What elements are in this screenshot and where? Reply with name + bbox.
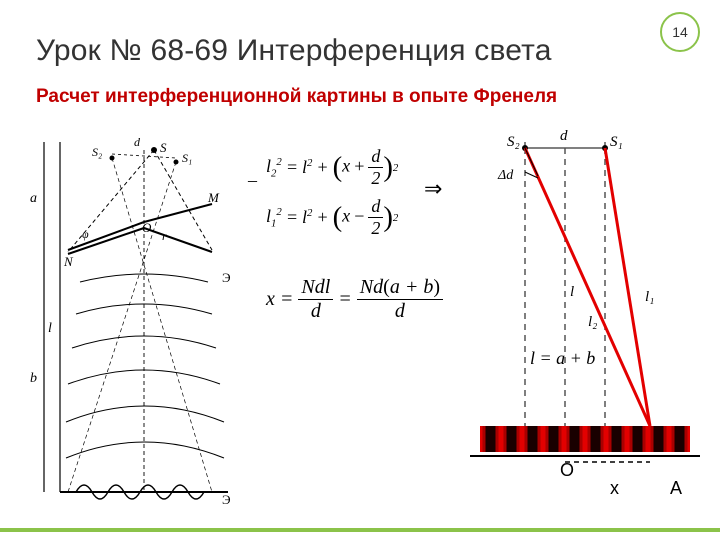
footer-rule — [0, 528, 720, 532]
svg-text:A: A — [670, 478, 682, 498]
svg-text:О: О — [560, 460, 574, 480]
svg-text:r: r — [162, 229, 167, 243]
svg-text:l: l — [48, 321, 52, 336]
svg-text:S: S — [160, 140, 167, 155]
svg-text:l: l — [570, 284, 574, 300]
page-title: Урок № 68-69 Интерференция света — [36, 34, 552, 68]
equation-l2: l22 = l2 + ( x+d2 )2 — [266, 146, 398, 189]
right-diagram: S₂ S₁ d l Δd l₁ l₂ О x A — [470, 126, 700, 506]
svg-text:l₂: l₂ — [588, 314, 597, 330]
equation-lab: l = a + b — [530, 348, 595, 369]
content-area: – l22 = l2 + ( x+d2 )2 l12 = l2 + ( x−d2… — [0, 126, 720, 520]
svg-text:M: M — [207, 190, 220, 205]
svg-text:Э: Э — [222, 492, 231, 507]
svg-text:x: x — [610, 478, 619, 498]
svg-text:d: d — [134, 135, 141, 149]
equation-minus: – — [248, 170, 257, 191]
svg-text:S₁: S₁ — [610, 134, 623, 150]
svg-text:φ: φ — [82, 227, 89, 241]
svg-text:a: a — [30, 191, 37, 206]
svg-text:l₁: l₁ — [645, 289, 654, 305]
svg-text:d: d — [560, 128, 568, 144]
equation-l1: l12 = l2 + ( x−d2 )2 — [266, 196, 398, 239]
page-number: 14 — [672, 24, 688, 40]
page-subtitle: Расчет интерференционной картины в опыте… — [36, 86, 557, 108]
svg-text:Δd: Δd — [497, 168, 514, 183]
equation-x: x= Ndld = Nd(a + b)d — [266, 276, 443, 323]
svg-text:S₂: S₂ — [92, 145, 102, 159]
page-number-badge: 14 — [660, 12, 700, 52]
svg-text:N: N — [63, 254, 74, 269]
left-diagram: a b l S S₂ S₁ d O N M φ r Э Э — [26, 132, 236, 512]
svg-text:S₂: S₂ — [507, 134, 520, 150]
svg-text:Э: Э — [222, 270, 231, 285]
svg-text:S₁: S₁ — [182, 151, 192, 165]
svg-text:b: b — [30, 371, 37, 386]
equation-arrow: ⇒ — [424, 176, 442, 202]
